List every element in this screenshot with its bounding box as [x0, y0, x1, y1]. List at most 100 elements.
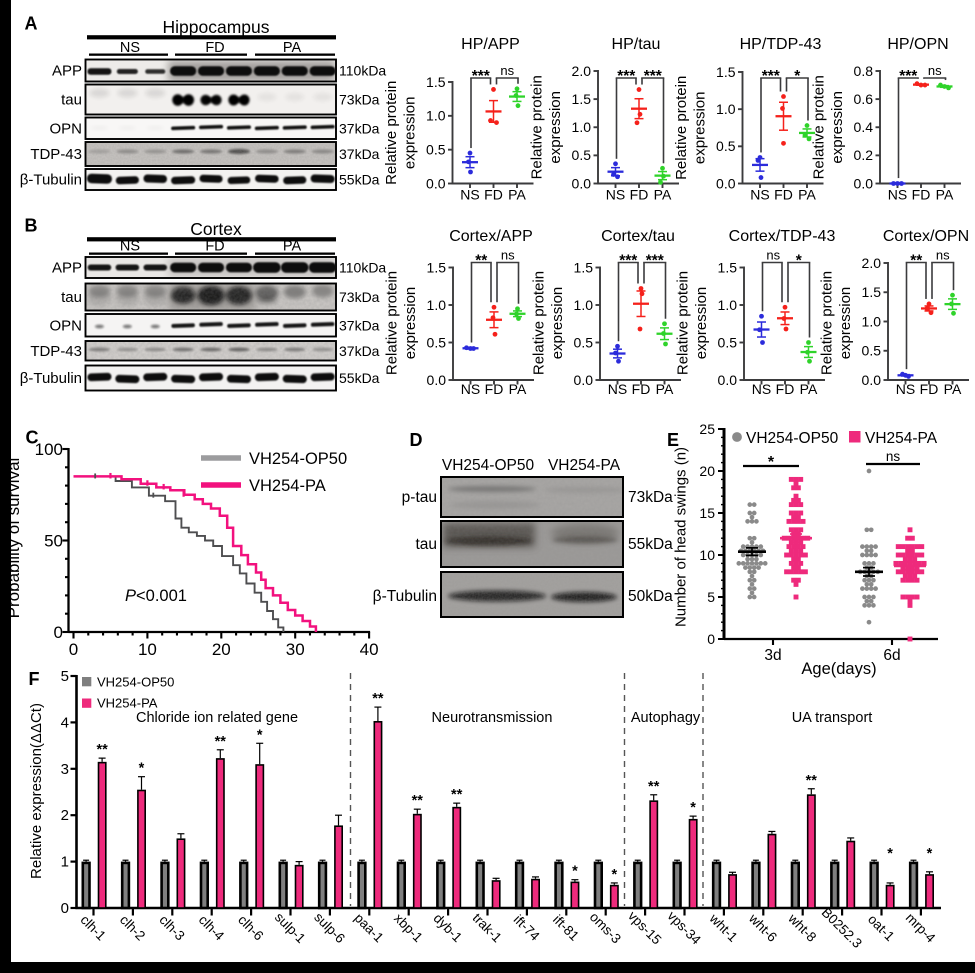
svg-text:100: 100 — [35, 440, 63, 459]
svg-text:20: 20 — [699, 463, 715, 479]
svg-text:0.8: 0.8 — [854, 63, 874, 79]
svg-text:APP: APP — [52, 63, 82, 80]
svg-text:Relative protein: Relative protein — [811, 75, 828, 179]
svg-text:**: ** — [412, 793, 424, 809]
svg-text:ns: ns — [501, 248, 515, 263]
svg-text:PA: PA — [800, 381, 818, 397]
svg-text:Age(days): Age(days) — [801, 660, 876, 678]
svg-text:ns: ns — [500, 63, 514, 78]
svg-text:VH254-OP50: VH254-OP50 — [746, 430, 839, 447]
svg-text:*: * — [690, 800, 696, 816]
svg-text:VH254-OP50: VH254-OP50 — [442, 457, 535, 474]
svg-text:VH254-OP50: VH254-OP50 — [249, 450, 347, 468]
svg-text:0: 0 — [707, 631, 715, 647]
svg-text:20: 20 — [212, 640, 231, 659]
svg-text:NS: NS — [120, 40, 140, 56]
svg-text:HP/APP: HP/APP — [461, 36, 520, 53]
svg-text:Relative protein: Relative protein — [675, 271, 692, 375]
svg-text:expression: expression — [693, 287, 710, 360]
svg-text:*: * — [139, 761, 145, 777]
svg-text:FD: FD — [776, 381, 795, 397]
svg-text:NS: NS — [606, 187, 625, 203]
svg-text:NS: NS — [752, 381, 771, 397]
svg-text:Relative protein: Relative protein — [383, 81, 400, 185]
svg-text:73kDa: 73kDa — [339, 289, 380, 305]
svg-text:p-tau: p-tau — [402, 489, 437, 506]
svg-text:0.0: 0.0 — [572, 175, 592, 191]
svg-text:Cortex: Cortex — [190, 219, 242, 239]
svg-text:expression: expression — [549, 287, 566, 360]
svg-text:expression: expression — [829, 91, 846, 164]
svg-text:37kDa: 37kDa — [339, 146, 380, 162]
svg-text:15: 15 — [699, 505, 715, 521]
svg-text:P<0.001: P<0.001 — [125, 587, 187, 605]
svg-text:5: 5 — [707, 589, 715, 605]
svg-text:0.5: 0.5 — [574, 334, 594, 350]
svg-text:Relative protein: Relative protein — [819, 271, 836, 375]
svg-text:1.0: 1.0 — [718, 297, 738, 313]
svg-text:expression: expression — [547, 91, 564, 164]
svg-text:55kDa: 55kDa — [339, 370, 380, 386]
svg-text:0.5: 0.5 — [572, 147, 592, 163]
svg-text:FD: FD — [484, 187, 503, 203]
svg-text:30: 30 — [286, 640, 305, 659]
svg-text:50: 50 — [44, 532, 63, 551]
svg-text:**: ** — [96, 742, 108, 758]
svg-text:1.0: 1.0 — [427, 297, 447, 313]
svg-text:1.0: 1.0 — [716, 101, 736, 117]
svg-text:*: * — [887, 846, 893, 862]
svg-text:*: * — [796, 253, 803, 270]
svg-text:***: *** — [619, 253, 638, 270]
svg-text:**: ** — [372, 691, 384, 707]
svg-text:6d: 6d — [883, 647, 900, 664]
svg-text:55kDa: 55kDa — [339, 172, 380, 188]
svg-text:E: E — [667, 430, 679, 450]
svg-text:0.5: 0.5 — [716, 138, 736, 154]
svg-text:tau: tau — [415, 536, 437, 553]
svg-text:10: 10 — [138, 640, 157, 659]
svg-text:A: A — [25, 14, 38, 34]
svg-text:3: 3 — [61, 761, 69, 778]
svg-text:2.0: 2.0 — [862, 255, 882, 271]
svg-text:Relative expression(ΔΔCt): Relative expression(ΔΔCt) — [28, 703, 45, 879]
svg-text:FD: FD — [205, 239, 224, 255]
svg-text:0.5: 0.5 — [862, 343, 882, 359]
svg-text:110kDa: 110kDa — [339, 63, 386, 79]
svg-text:55kDa: 55kDa — [628, 536, 673, 553]
svg-text:expression: expression — [402, 97, 419, 170]
svg-text:OPN: OPN — [49, 120, 82, 137]
svg-text:FD: FD — [205, 40, 224, 56]
svg-text:40: 40 — [360, 640, 379, 659]
svg-text:***: *** — [644, 68, 663, 85]
svg-text:*: * — [611, 867, 617, 883]
svg-text:0.0: 0.0 — [426, 175, 446, 191]
svg-text:1.0: 1.0 — [572, 119, 592, 135]
svg-text:VH254-PA: VH254-PA — [865, 430, 938, 447]
svg-text:0.2: 0.2 — [854, 147, 874, 163]
svg-text:Autophagy: Autophagy — [631, 710, 701, 726]
svg-text:Hippocampus: Hippocampus — [163, 17, 270, 37]
svg-text:*: * — [927, 846, 933, 862]
svg-text:tau: tau — [61, 92, 82, 109]
svg-text:FD: FD — [912, 187, 931, 203]
svg-text:37kDa: 37kDa — [339, 317, 380, 333]
svg-text:*: * — [768, 454, 775, 471]
svg-text:UA transport: UA transport — [792, 710, 873, 726]
svg-text:B: B — [25, 216, 38, 236]
svg-text:10: 10 — [699, 547, 715, 563]
svg-text:β-Tubulin: β-Tubulin — [20, 172, 82, 189]
svg-text:Number of head swings (n): Number of head swings (n) — [673, 447, 690, 627]
svg-text:VH254-OP50: VH254-OP50 — [97, 675, 174, 690]
svg-text:***: *** — [762, 68, 781, 85]
svg-text:PA: PA — [283, 40, 302, 56]
svg-text:Cortex/OPN: Cortex/OPN — [883, 228, 969, 245]
svg-text:Relative protein: Relative protein — [531, 271, 548, 375]
svg-text:ns: ns — [886, 449, 901, 464]
svg-text:β-Tubulin: β-Tubulin — [373, 588, 437, 605]
svg-text:HP/OPN: HP/OPN — [887, 36, 948, 53]
svg-text:C: C — [26, 428, 39, 448]
svg-text:PA: PA — [654, 187, 672, 203]
svg-text:0.0: 0.0 — [862, 372, 882, 388]
svg-text:0: 0 — [69, 640, 78, 659]
svg-text:PA: PA — [798, 187, 816, 203]
